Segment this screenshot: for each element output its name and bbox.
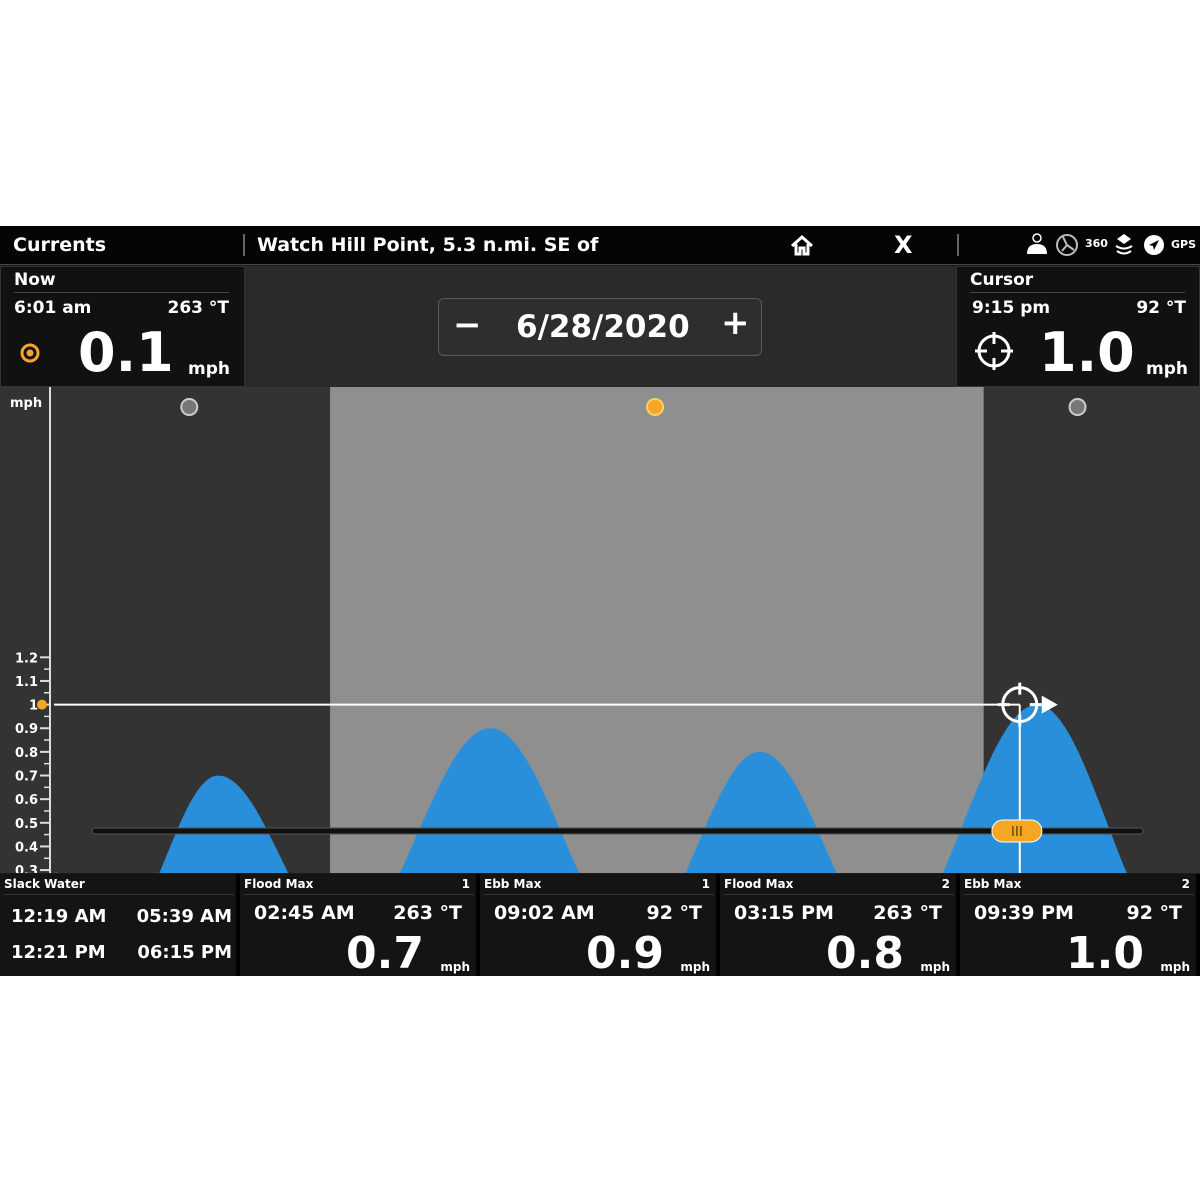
max-tile: Ebb Max 1 09:02 AM 92 °T 0.9 mph bbox=[480, 874, 718, 979]
y-tick-label: 1 bbox=[29, 699, 38, 714]
tile-speed: 0.7 bbox=[346, 928, 424, 979]
cursor-unit: mph bbox=[1146, 359, 1188, 379]
slack-time: 12:21 PM bbox=[11, 942, 106, 963]
tile-speed: 1.0 bbox=[1066, 928, 1144, 979]
chart-svg[interactable]: mph1.21.110.90.80.70.60.50.40.30.20.10-0… bbox=[0, 387, 1200, 1042]
date-value: 6/28/2020 bbox=[516, 309, 690, 345]
date-control: − 6/28/2020 + bbox=[438, 298, 762, 356]
previous-day-button[interactable]: − bbox=[453, 305, 482, 345]
y-tick-label: 1.1 bbox=[15, 675, 38, 690]
divider bbox=[957, 234, 959, 256]
cursor-time: 9:15 pm bbox=[972, 298, 1051, 318]
next-day-button[interactable]: + bbox=[721, 303, 750, 343]
radar-icon[interactable] bbox=[1054, 232, 1080, 258]
tile-unit: mph bbox=[920, 960, 950, 974]
tile-number: 1 bbox=[461, 877, 470, 891]
slider-grip-icon bbox=[1012, 826, 1022, 836]
tile-heading: 263 °T bbox=[393, 902, 462, 924]
y-tick-label: 0.8 bbox=[15, 746, 38, 761]
tile-speed: 0.8 bbox=[826, 928, 904, 979]
currents-screen: Currents Watch Hill Point, 5.3 n.mi. SE … bbox=[0, 226, 1200, 1042]
tile-number: 2 bbox=[1181, 877, 1190, 891]
slack-time: 05:39 AM bbox=[136, 906, 232, 927]
tile-time: 02:45 AM bbox=[254, 902, 355, 924]
tile-title: Flood Max bbox=[244, 877, 474, 895]
tile-speed: 0.9 bbox=[586, 928, 664, 979]
navigation-icon[interactable] bbox=[1143, 234, 1165, 256]
tile-heading: 263 °T bbox=[873, 902, 942, 924]
current-position-icon bbox=[20, 343, 40, 363]
summary-tiles: Slack Water 12:19 AM 05:39 AM 12:21 PM 0… bbox=[0, 874, 1200, 979]
now-panel: Now 6:01 am 263 °T 0.1 mph bbox=[0, 266, 245, 387]
tile-title: Ebb Max bbox=[964, 877, 1194, 895]
tile-title: Ebb Max bbox=[484, 877, 714, 895]
now-time: 6:01 am bbox=[14, 298, 92, 318]
daylight-region bbox=[330, 387, 984, 992]
slack-time: 12:19 AM bbox=[11, 906, 107, 927]
y-tick-label: 0.9 bbox=[15, 722, 38, 737]
y-tick-label: 0.6 bbox=[15, 793, 38, 808]
tile-heading: 92 °T bbox=[646, 902, 702, 924]
cursor-panel: Cursor 9:15 pm 92 °T 1.0 mph bbox=[956, 266, 1200, 387]
tile-unit: mph bbox=[1160, 960, 1190, 974]
crosshair-icon bbox=[975, 332, 1013, 370]
header-bar: Currents Watch Hill Point, 5.3 n.mi. SE … bbox=[0, 226, 1200, 265]
cursor-direction-arrow-icon bbox=[1041, 695, 1058, 714]
now-speed: 0.1 bbox=[78, 321, 174, 384]
y-tick-label: 0.7 bbox=[15, 770, 38, 785]
max-tile: Ebb Max 2 09:39 PM 92 °T 1.0 mph bbox=[960, 874, 1198, 979]
divider bbox=[243, 234, 245, 256]
current-chart[interactable]: mph1.21.110.90.80.70.60.50.40.30.20.10-0… bbox=[0, 387, 1200, 1042]
info-row: Now 6:01 am 263 °T 0.1 mph − 6/28/2020 +… bbox=[0, 266, 1200, 387]
tile-number: 1 bbox=[701, 877, 710, 891]
tile-title: Slack Water bbox=[4, 877, 234, 895]
y-tick-label: 0.5 bbox=[15, 817, 38, 832]
moon-icon bbox=[1068, 398, 1087, 416]
tile-heading: 92 °T bbox=[1126, 902, 1182, 924]
cursor-value-marker bbox=[37, 699, 47, 710]
home-icon[interactable] bbox=[790, 234, 814, 256]
cursor-title: Cursor bbox=[970, 270, 1185, 293]
max-tile: Flood Max 1 02:45 AM 263 °T 0.7 mph bbox=[240, 874, 478, 979]
y-tick-label: 1.2 bbox=[15, 651, 38, 666]
tile-unit: mph bbox=[440, 960, 470, 974]
tile-time: 03:15 PM bbox=[734, 902, 834, 924]
tile-number: 2 bbox=[941, 877, 950, 891]
tile-unit: mph bbox=[680, 960, 710, 974]
now-unit: mph bbox=[188, 359, 230, 379]
slack-water-tile: Slack Water 12:19 AM 05:39 AM 12:21 PM 0… bbox=[0, 874, 238, 976]
slack-time: 06:15 PM bbox=[137, 942, 232, 963]
cursor-speed: 1.0 bbox=[1039, 321, 1135, 384]
sun-icon bbox=[646, 398, 665, 416]
tile-time: 09:39 PM bbox=[974, 902, 1074, 924]
tile-time: 09:02 AM bbox=[494, 902, 595, 924]
y-tick-label: 0.4 bbox=[15, 840, 38, 855]
app-title: Currents bbox=[13, 234, 107, 256]
gps-icon[interactable]: GPS bbox=[1171, 238, 1197, 251]
close-icon[interactable]: X bbox=[894, 231, 913, 259]
crosshair-lines bbox=[997, 682, 1042, 727]
location-title: Watch Hill Point, 5.3 n.mi. SE of bbox=[257, 234, 599, 256]
tile-title: Flood Max bbox=[724, 877, 954, 895]
now-title: Now bbox=[14, 270, 229, 293]
moon-icon bbox=[180, 398, 199, 416]
y-tick-label: 0.3 bbox=[15, 864, 38, 873]
time-slider-track[interactable] bbox=[91, 827, 1144, 835]
side-imaging-icon[interactable] bbox=[1113, 232, 1135, 258]
cursor-heading: 92 °T bbox=[1136, 298, 1186, 318]
sonar-power-icon[interactable] bbox=[1024, 232, 1050, 258]
now-heading: 263 °T bbox=[167, 298, 229, 318]
y-axis-unit: mph bbox=[10, 396, 42, 411]
max-tile: Flood Max 2 03:15 PM 263 °T 0.8 mph bbox=[720, 874, 958, 979]
360-icon[interactable]: 360 bbox=[1085, 237, 1108, 250]
